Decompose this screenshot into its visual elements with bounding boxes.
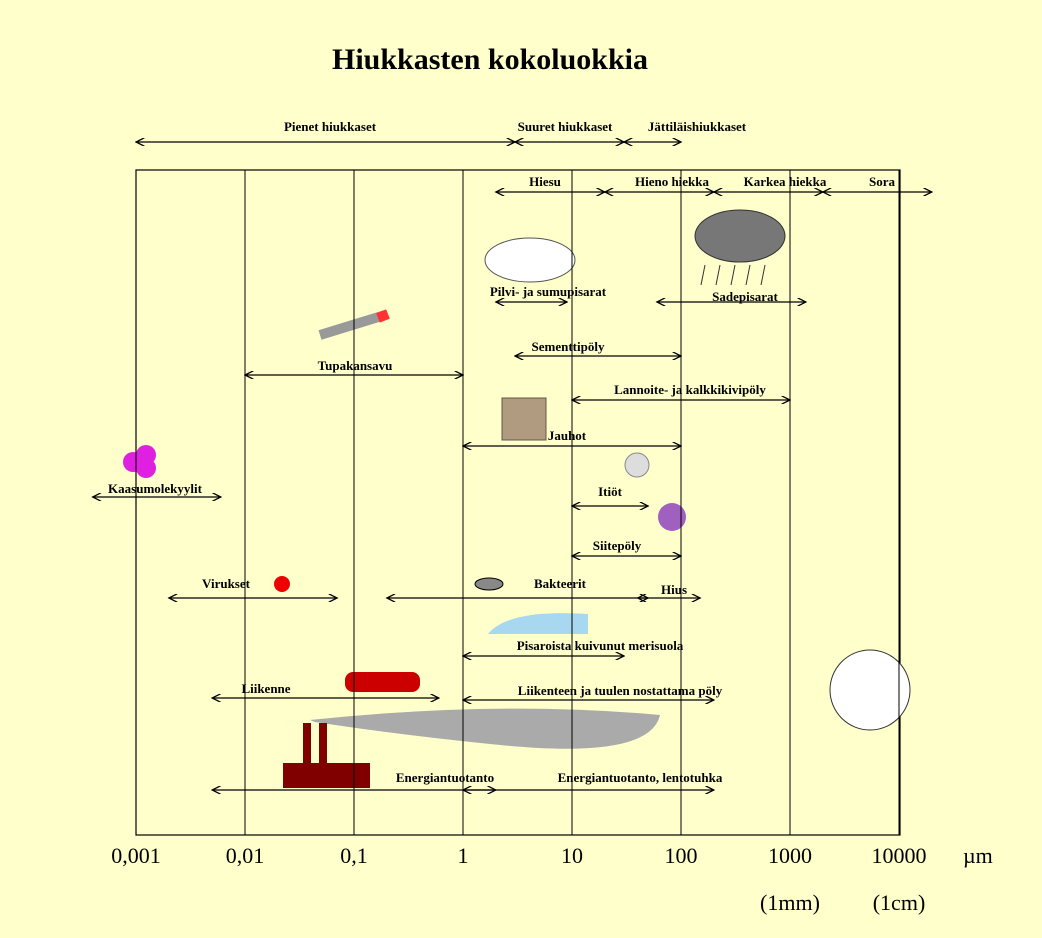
x-tick-label: 0,001 <box>111 843 161 868</box>
range-label: Bakteerit <box>534 576 587 591</box>
range-label: Pilvi- ja sumupisarat <box>490 284 607 299</box>
car-icon <box>345 672 420 692</box>
range-label: Sora <box>869 174 896 189</box>
range-label: Lannoite- ja kalkkikivipöly <box>614 382 766 397</box>
range-label: Suuret hiukkaset <box>518 119 613 134</box>
molecule-icon <box>123 445 156 478</box>
range-label: Siitepöly <box>593 538 642 553</box>
range-label: Hiesu <box>529 174 561 189</box>
x-tick-label: 0,1 <box>340 843 368 868</box>
wind-icon <box>829 649 911 731</box>
chart-title: Hiukkasten kokoluokkia <box>332 43 648 76</box>
range-label: Kaasumolekyylit <box>108 481 203 496</box>
range-label: Hius <box>661 582 687 597</box>
range-label: Liikenne <box>241 681 290 696</box>
range-label: Pienet hiukkaset <box>284 119 377 134</box>
unit-label: µm <box>963 843 993 868</box>
x-tick-label: 10000 <box>872 843 927 868</box>
x-tick-label: 10 <box>561 843 583 868</box>
cigarette-icon <box>318 309 390 340</box>
flour-bag-icon <box>501 397 547 441</box>
x-tick-label: 1000 <box>768 843 812 868</box>
range-label: Energiantuotanto, lentotuhka <box>558 770 723 785</box>
range-label: Energiantuotanto <box>396 770 494 785</box>
cloud-icon <box>484 237 576 283</box>
x-sublabel: (1cm) <box>873 890 926 915</box>
flower-icon <box>658 503 686 531</box>
range-label: Sadepisarat <box>712 289 778 304</box>
range-label: Karkea hiekka <box>744 174 827 189</box>
range-label: Sementtipöly <box>532 339 605 354</box>
range-label: Tupakansavu <box>318 358 393 373</box>
range-label: Itiöt <box>598 484 623 499</box>
virus-icon <box>274 576 290 592</box>
range-label: Jauhot <box>548 428 587 443</box>
factory-icon <box>283 723 370 788</box>
x-tick-label: 1 <box>458 843 469 868</box>
range-label: Virukset <box>202 576 251 591</box>
range-label: Liikenteen ja tuulen nostattama pöly <box>518 683 723 698</box>
range-label: Hieno hiekka <box>635 174 710 189</box>
x-tick-label: 0,01 <box>226 843 265 868</box>
bacteria-icon <box>474 577 504 591</box>
x-tick-label: 100 <box>665 843 698 868</box>
mushroom-icon <box>624 452 650 478</box>
range-label: Pisaroista kuivunut merisuola <box>517 638 684 653</box>
range-label: Jättiläishiukkaset <box>648 119 747 134</box>
rain-cloud-icon <box>694 209 786 286</box>
wave-icon <box>488 613 588 634</box>
x-sublabel: (1mm) <box>760 890 820 915</box>
